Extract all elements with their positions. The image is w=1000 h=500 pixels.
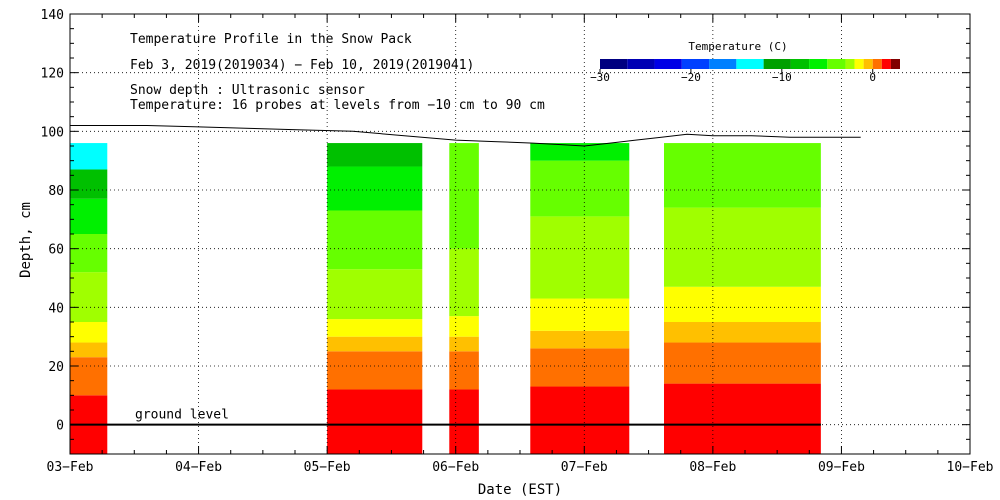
- colorbar-cell: [736, 59, 764, 69]
- colorbar-tick-label: −20: [681, 71, 701, 84]
- temperature-band: [70, 234, 108, 273]
- temperature-band: [664, 322, 821, 343]
- heatmap-segments: [70, 143, 821, 454]
- colorbar-cell: [854, 59, 864, 69]
- temperature-band: [70, 342, 108, 358]
- temperature-band: [327, 351, 423, 390]
- grid: [70, 14, 970, 454]
- plot-frame: [69, 13, 971, 455]
- colorbar-cell: [872, 59, 882, 69]
- temperature-band: [530, 348, 630, 387]
- x-tick-label: 03−Feb: [47, 460, 94, 475]
- heatmap-segment-4: [530, 143, 630, 454]
- x-tick-label: 07−Feb: [561, 460, 608, 475]
- heatmap-segment-3: [449, 143, 479, 454]
- x-tick-label: 08−Feb: [689, 460, 736, 475]
- y-tick-label: 120: [41, 67, 64, 82]
- temperature-band: [530, 160, 630, 217]
- temperature-band: [530, 143, 630, 161]
- colorbar-cell: [845, 59, 855, 69]
- heatmap-segment-1: [70, 143, 108, 454]
- y-tick-label: 140: [41, 8, 64, 23]
- y-tick-label: 0: [56, 419, 64, 434]
- colorbar-cell: [681, 59, 710, 69]
- x-tick-label: 05−Feb: [304, 460, 351, 475]
- temperature-band: [664, 383, 821, 454]
- colorbar-cell: [881, 59, 891, 69]
- temperature-band: [327, 210, 423, 270]
- chart-subtitle: Feb 3, 2019(2019034) − Feb 10, 2019(2019…: [130, 58, 474, 73]
- snow-depth-series: [70, 125, 861, 147]
- x-tick-label: 10−Feb: [947, 460, 994, 475]
- temperature-band: [449, 316, 479, 337]
- x-tick-label: 04−Feb: [175, 460, 222, 475]
- colorbar-cell: [809, 59, 828, 69]
- colorbar-cell: [600, 59, 628, 69]
- temperature-band: [327, 269, 423, 320]
- y-tick-label: 60: [48, 243, 64, 258]
- temperature-band: [70, 169, 108, 199]
- temperature-band: [70, 198, 108, 234]
- colorbar-cell: [627, 59, 655, 69]
- temperature-band: [449, 389, 479, 454]
- colorbar-tick-label: −30: [590, 71, 610, 84]
- temperature-band: [530, 330, 630, 349]
- colorbar-tick-label: −10: [772, 71, 792, 84]
- y-tick-label: 80: [48, 184, 64, 199]
- colorbar-cell: [827, 59, 846, 69]
- note-temperature: Temperature: 16 probes at levels from −1…: [130, 98, 545, 113]
- temperature-band: [449, 336, 479, 352]
- temperature-band: [327, 319, 423, 337]
- y-axis-title: Depth, cm: [18, 202, 34, 278]
- temperature-band: [449, 351, 479, 390]
- colorbar-tick-label: 0: [869, 71, 876, 84]
- temperature-band: [70, 357, 108, 396]
- colorbar-title: Temperature (C): [688, 40, 787, 53]
- x-axis-title: Date (EST): [478, 482, 562, 498]
- y-tick-label: 100: [41, 125, 64, 140]
- chart-title: Temperature Profile in the Snow Pack: [130, 32, 412, 47]
- note-snow-depth: Snow depth : Ultrasonic sensor: [130, 83, 365, 98]
- colorbar-cell: [763, 59, 791, 69]
- colorbar-cell: [863, 59, 873, 69]
- temperature-band: [449, 248, 479, 317]
- temperature-band: [327, 336, 423, 352]
- temperature-band: [70, 322, 108, 343]
- temperature-band: [449, 143, 479, 249]
- x-tick-label: 06−Feb: [432, 460, 479, 475]
- colorbar-cell: [654, 59, 682, 69]
- temperature-band: [664, 143, 821, 208]
- colorbar-ticks: −30 −20 −10 0: [590, 69, 876, 84]
- colorbar: Temperature (C) −30 −20 −10 0: [590, 40, 900, 84]
- x-tick-label: 09−Feb: [818, 460, 865, 475]
- colorbar-cell: [890, 59, 900, 69]
- ground-level-label: ground level: [135, 408, 229, 423]
- axis-ticks: 03−Feb 04−Feb 05−Feb 06−Feb 07−Feb 08−Feb 09−F…: [41, 8, 994, 475]
- temperature-band: [530, 216, 630, 299]
- temperature-band: [70, 143, 108, 170]
- temperature-band: [530, 298, 630, 331]
- temperature-band: [327, 143, 423, 167]
- colorbar-cells: [600, 59, 900, 69]
- temperature-band: [664, 207, 821, 287]
- temperature-band: [664, 342, 821, 384]
- heatmap-segment-2: [327, 143, 423, 454]
- temperature-band: [530, 386, 630, 454]
- colorbar-cell: [709, 59, 737, 69]
- temperature-band: [70, 272, 108, 322]
- heatmap-segment-5: [664, 143, 821, 454]
- y-tick-label: 20: [48, 360, 64, 375]
- temperature-band: [327, 389, 423, 454]
- temperature-band: [664, 286, 821, 322]
- snow-depth-line: [70, 125, 861, 147]
- temperature-band: [327, 166, 423, 211]
- y-tick-label: 40: [48, 301, 64, 316]
- colorbar-cell: [790, 59, 810, 69]
